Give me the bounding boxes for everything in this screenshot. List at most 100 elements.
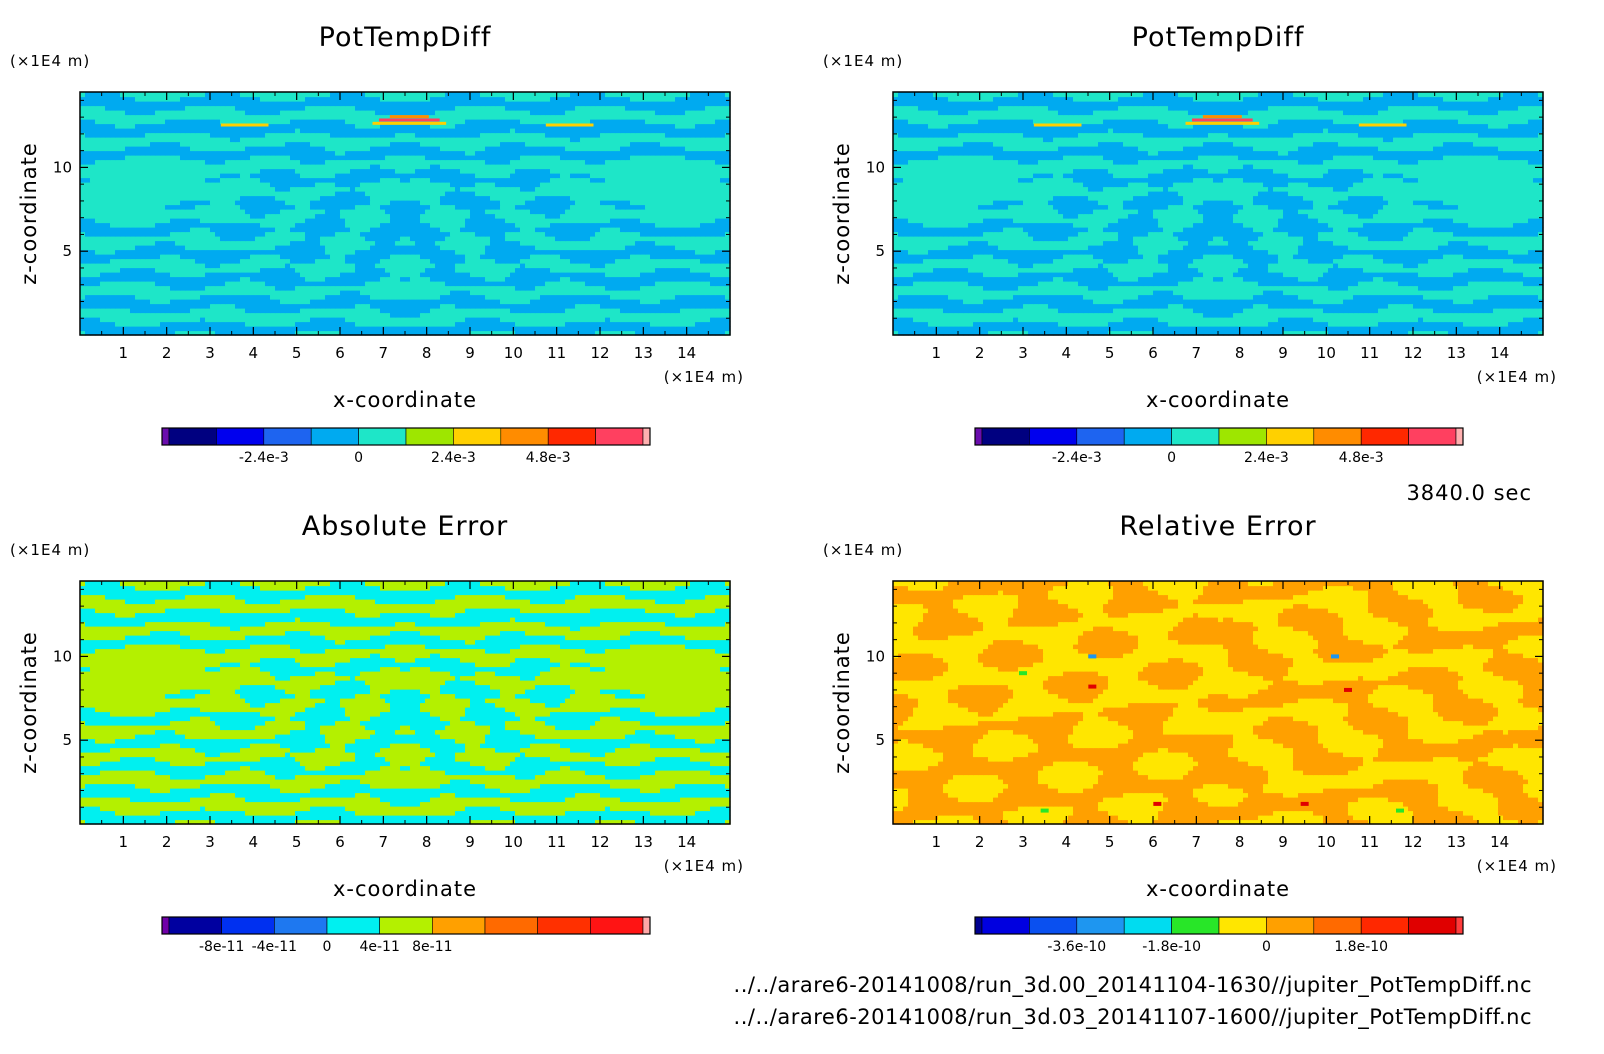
heatmap-cell	[435, 308, 441, 313]
heatmap-cell	[620, 268, 626, 273]
heatmap-cell	[635, 236, 641, 241]
heatmap-cell	[355, 281, 361, 286]
heatmap-cell	[335, 200, 341, 205]
heatmap-cell	[270, 295, 276, 300]
heatmap-cell	[555, 223, 561, 228]
heatmap-cell	[385, 209, 391, 214]
heatmap-cell	[135, 295, 141, 300]
heatmap-cell	[325, 250, 331, 255]
heatmap-cell	[400, 313, 406, 318]
heatmap-cell	[595, 191, 601, 196]
heatmap-cell	[225, 304, 231, 309]
heatmap-cell	[80, 277, 86, 282]
heatmap-cell	[295, 205, 301, 210]
heatmap-cell	[280, 241, 286, 246]
heatmap-cell	[410, 245, 416, 250]
heatmap-cell	[145, 178, 151, 183]
heatmap-cell	[175, 173, 181, 178]
heatmap-cell	[685, 313, 691, 318]
heatmap-cell	[555, 191, 561, 196]
heatmap-cell	[190, 232, 196, 237]
heatmap-cell	[275, 218, 281, 223]
heatmap-cell	[355, 317, 361, 322]
heatmap-cell	[190, 254, 196, 259]
heatmap-cell	[540, 227, 546, 232]
heatmap-cell	[265, 169, 271, 174]
heatmap-cell	[665, 241, 671, 246]
heatmap-cell	[270, 304, 276, 309]
heatmap-cell	[715, 182, 721, 187]
heatmap-cell	[285, 187, 291, 192]
heatmap-cell	[185, 326, 191, 331]
heatmap-cell	[290, 250, 296, 255]
heatmap-cell	[245, 254, 251, 259]
heatmap-cell	[570, 317, 576, 322]
heatmap-cell	[280, 205, 286, 210]
heatmap-cell	[495, 299, 501, 304]
heatmap-cell	[630, 277, 636, 282]
heatmap-cell	[475, 236, 481, 241]
heatmap-cell	[675, 290, 681, 295]
heatmap-cell	[175, 259, 181, 264]
heatmap-cell	[430, 281, 436, 286]
heatmap-cell	[390, 313, 396, 318]
heatmap-cell	[120, 317, 126, 322]
heatmap-cell	[690, 295, 696, 300]
heatmap-cell	[335, 241, 341, 246]
heatmap-cell	[205, 223, 211, 228]
heatmap-cell	[680, 308, 686, 313]
heatmap-cell	[695, 236, 701, 241]
heatmap-cell	[410, 250, 416, 255]
heatmap-cell	[635, 259, 641, 264]
heatmap-cell	[380, 308, 386, 313]
heatmap-cell	[455, 317, 461, 322]
heatmap-cell	[480, 205, 486, 210]
heatmap-cell	[185, 263, 191, 268]
heatmap-cell	[90, 286, 96, 291]
heatmap-cell	[630, 241, 636, 246]
heatmap-cell	[265, 164, 271, 169]
heatmap-cell	[170, 295, 176, 300]
heatmap-cell	[210, 173, 216, 178]
heatmap-cell	[455, 182, 461, 187]
heatmap-cell	[465, 223, 471, 228]
heatmap-cell	[625, 196, 631, 201]
heatmap-cell	[290, 169, 296, 174]
heatmap-cell	[410, 254, 416, 259]
heatmap-cell	[695, 263, 701, 268]
heatmap-cell	[195, 286, 201, 291]
heatmap-cell	[535, 223, 541, 228]
heatmap-cell	[290, 232, 296, 237]
heatmap-cell	[245, 272, 251, 277]
heatmap-cell	[375, 290, 381, 295]
heatmap-cell	[475, 263, 481, 268]
heatmap-cell	[385, 187, 391, 192]
heatmap-cell	[415, 205, 421, 210]
heatmap-cell	[285, 317, 291, 322]
heatmap-cell	[615, 299, 621, 304]
heatmap-cell	[325, 173, 331, 178]
heatmap-cell	[270, 160, 276, 165]
heatmap-cell	[165, 308, 171, 313]
heatmap-cell	[480, 169, 486, 174]
heatmap-cell	[570, 295, 576, 300]
heatmap-cell	[230, 223, 236, 228]
heatmap-cell	[375, 205, 381, 210]
heatmap-cell	[540, 236, 546, 241]
heatmap-cell	[100, 277, 106, 282]
heatmap-cell	[645, 308, 651, 313]
heatmap-cell	[95, 272, 101, 277]
heatmap-cell	[200, 326, 206, 331]
heatmap-cell	[385, 272, 391, 277]
heatmap-cell	[235, 322, 241, 327]
heatmap-cell	[570, 214, 576, 219]
heatmap-cell	[450, 178, 456, 183]
heatmap-cell	[300, 236, 306, 241]
heatmap-cell	[345, 187, 351, 192]
heatmap-cell	[225, 322, 231, 327]
heatmap-cell	[500, 322, 506, 327]
heatmap-cell	[305, 245, 311, 250]
heatmap-cell	[355, 245, 361, 250]
heatmap-cell	[315, 164, 321, 169]
heatmap-cell	[105, 218, 111, 223]
